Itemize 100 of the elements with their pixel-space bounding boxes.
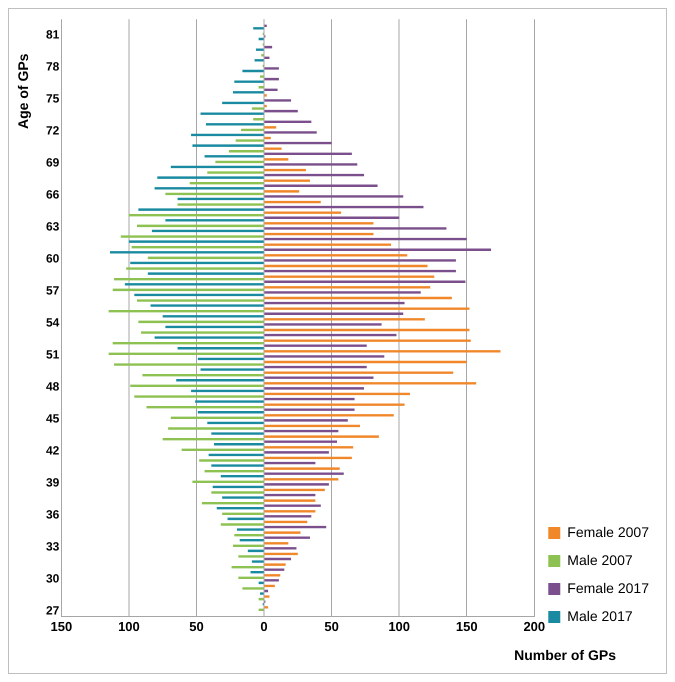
bar — [108, 310, 264, 312]
bar — [264, 275, 434, 278]
bar — [264, 195, 404, 198]
x-axis-title: Number of GPs — [514, 647, 616, 663]
bar — [264, 579, 279, 582]
bar — [208, 454, 264, 456]
x-tick-label: 100 — [118, 618, 140, 634]
bar — [264, 238, 467, 240]
bar — [264, 515, 312, 518]
legend-label: Female 2007 — [567, 524, 650, 540]
bar — [108, 352, 264, 356]
x-tick-label: 150 — [50, 618, 72, 634]
bar — [264, 355, 384, 358]
bar — [264, 510, 316, 512]
legend-label: Male 2007 — [567, 552, 633, 568]
bar — [264, 403, 405, 406]
bar — [264, 467, 340, 470]
bar — [264, 563, 286, 566]
x-tick-label: 50 — [324, 618, 339, 634]
bar — [124, 283, 264, 286]
y-tick-label: 30 — [46, 571, 60, 586]
bar — [202, 502, 264, 504]
bar — [165, 326, 264, 328]
bar — [165, 219, 264, 222]
bar — [264, 227, 446, 230]
bar — [234, 80, 264, 83]
x-tick-label: 100 — [388, 618, 410, 634]
bar — [264, 158, 288, 161]
bar — [264, 148, 282, 150]
y-tick-label: 81 — [46, 28, 60, 42]
bar — [264, 451, 329, 454]
y-tick-label: 60 — [46, 251, 60, 266]
bar — [182, 448, 264, 452]
y-tick-label: 63 — [46, 219, 60, 234]
bar — [152, 230, 264, 232]
bar — [264, 270, 456, 272]
bar — [238, 576, 264, 580]
bar — [264, 568, 284, 571]
bar — [178, 203, 264, 206]
bar — [162, 315, 264, 318]
bar — [130, 262, 264, 264]
bar — [191, 390, 264, 392]
bar — [132, 246, 264, 248]
legend-label: Male 2017 — [567, 608, 633, 624]
bar — [154, 336, 264, 339]
bar — [192, 480, 264, 484]
bar — [190, 182, 264, 184]
bar — [264, 286, 430, 289]
bar — [234, 534, 264, 536]
bar — [253, 27, 264, 30]
legend-label: Female 2017 — [567, 580, 650, 596]
bar — [142, 374, 264, 376]
bar — [264, 440, 337, 443]
y-tick-label: 66 — [46, 187, 60, 202]
bar — [264, 184, 378, 187]
y-tick-label: 33 — [46, 539, 60, 554]
bar — [134, 294, 264, 296]
y-tick-label: 45 — [46, 411, 60, 426]
bar — [264, 344, 367, 347]
bar — [264, 120, 312, 123]
bar — [264, 323, 382, 326]
bar — [264, 547, 296, 550]
bar — [207, 422, 264, 424]
bar — [120, 235, 264, 238]
bar — [237, 528, 264, 531]
bar — [264, 419, 348, 422]
y-tick-label: 72 — [46, 123, 60, 138]
bar — [206, 123, 264, 126]
bar — [211, 464, 264, 467]
bar — [165, 192, 264, 196]
bar — [258, 608, 264, 612]
bar — [212, 486, 264, 488]
bar — [264, 318, 425, 321]
bar — [200, 112, 264, 115]
bar — [264, 46, 272, 48]
bar — [214, 443, 264, 446]
bar — [264, 606, 268, 608]
bar — [264, 99, 292, 102]
bar — [220, 475, 264, 478]
bar — [146, 406, 264, 408]
bar — [264, 387, 364, 390]
bar — [260, 75, 264, 78]
bar — [264, 350, 500, 353]
bar — [264, 126, 276, 129]
y-tick-label: 36 — [46, 507, 60, 522]
bar — [264, 248, 492, 251]
bar — [264, 483, 329, 486]
bar — [236, 139, 264, 142]
bar — [157, 176, 264, 179]
bar — [264, 190, 300, 193]
bar — [264, 110, 298, 112]
bar — [258, 582, 264, 584]
bar — [192, 144, 264, 147]
bar — [264, 259, 456, 262]
bar — [150, 304, 264, 307]
bar — [222, 512, 264, 516]
y-tick-label: 75 — [46, 91, 60, 106]
bar — [204, 155, 264, 158]
bar — [264, 206, 424, 208]
bar — [211, 432, 264, 435]
